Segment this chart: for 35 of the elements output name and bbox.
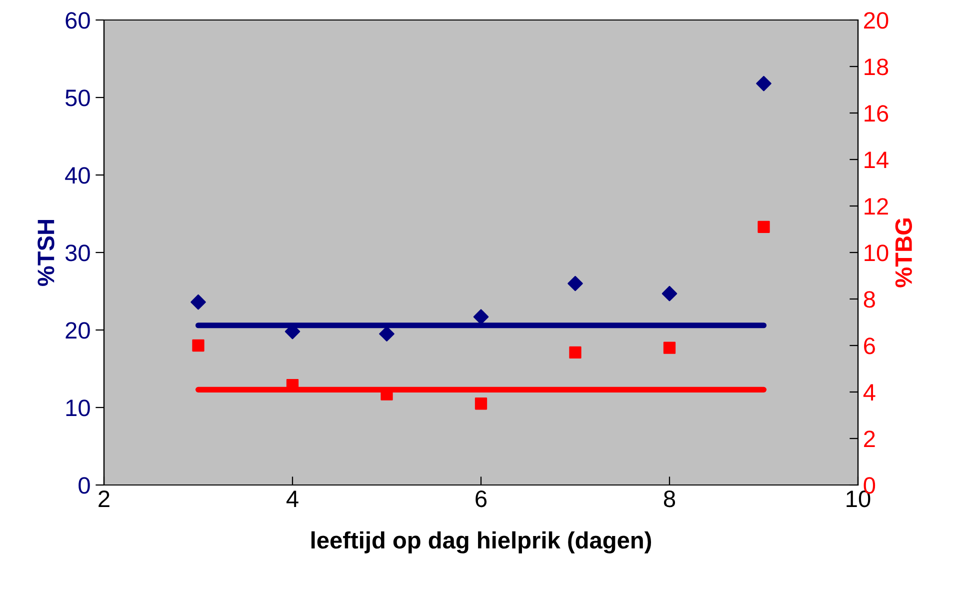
y2-tick-label: 20 [864, 12, 888, 29]
y-tick-label: 60 [66, 12, 90, 29]
y-tick-label: 20 [66, 322, 90, 339]
y-axis-title: %TSH [38, 220, 54, 286]
y2-tick-label: 16 [864, 105, 888, 122]
point [758, 220, 770, 233]
point [190, 294, 206, 310]
y2-tick-label: 18 [864, 58, 888, 76]
x-tick-label: 2 [98, 490, 110, 507]
point [569, 346, 582, 359]
point [379, 326, 394, 342]
y-tick-label: 50 [65, 90, 90, 106]
point [756, 76, 772, 92]
y-tick-label: 0 [78, 477, 90, 494]
point [662, 286, 678, 302]
y-tick-label: 40 [65, 167, 90, 184]
y-tick-label: 10 [66, 400, 90, 416]
point [192, 339, 204, 352]
x-tick-label: 8 [664, 490, 676, 508]
y-tick-label: 30 [65, 244, 90, 262]
y2-axis-title: %TBG [895, 218, 912, 288]
x-tick-label: 6 [476, 490, 487, 508]
y2-tick-label: 2 [864, 430, 875, 448]
y2-tick-label: 8 [864, 291, 875, 308]
y2-tick-label: 4 [863, 384, 876, 401]
point [474, 398, 488, 410]
point [568, 276, 583, 292]
point [663, 342, 676, 354]
y2-tick-label: 14 [864, 152, 888, 168]
point [473, 309, 489, 324]
x-axis-title: leeftijd op dag hielprik (dagen) [311, 531, 652, 554]
y2-tick-label: 6 [864, 338, 875, 354]
x-tick-label: 4 [286, 490, 298, 507]
y2-tick-label: 12 [864, 198, 888, 215]
y2-tick-label: 10 [864, 244, 888, 262]
